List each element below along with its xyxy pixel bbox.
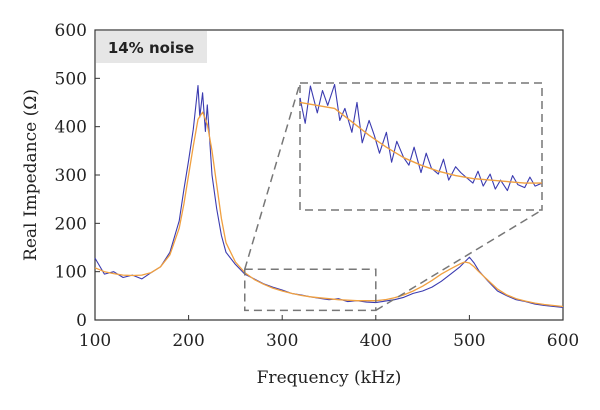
x-tick-label: 600 bbox=[547, 331, 579, 351]
noise-badge-label: 14% noise bbox=[108, 39, 194, 57]
x-tick-label: 500 bbox=[453, 331, 485, 351]
zoom-connector-right bbox=[375, 209, 543, 311]
y-tick-label: 400 bbox=[55, 118, 87, 138]
inset-noisy-line bbox=[299, 83, 543, 192]
noise-badge: 14% noise bbox=[96, 31, 207, 63]
x-axis-title: Frequency (kHz) bbox=[257, 368, 402, 388]
y-tick-label: 100 bbox=[55, 263, 87, 283]
y-axis-title: Real Impedance (Ω) bbox=[21, 89, 41, 261]
y-tick-label: 300 bbox=[55, 166, 87, 186]
y-tick-label: 0 bbox=[76, 311, 87, 331]
x-tick-label: 300 bbox=[266, 331, 298, 351]
series-layer bbox=[94, 85, 564, 308]
y-tick-label: 500 bbox=[55, 69, 87, 89]
x-tick-label: 200 bbox=[172, 331, 204, 351]
y-tick-label: 600 bbox=[55, 21, 87, 41]
zoom-source-box bbox=[244, 268, 377, 312]
inset-fitted-line bbox=[299, 101, 542, 184]
zoom-connector-left bbox=[244, 82, 301, 270]
x-tick-label: 400 bbox=[360, 331, 392, 351]
x-tick-label: 100 bbox=[79, 331, 111, 351]
zoom-inset-box bbox=[299, 82, 543, 211]
inset-layer bbox=[244, 82, 543, 312]
y-tick-label: 200 bbox=[55, 214, 87, 234]
fitted-series-line bbox=[94, 111, 564, 308]
